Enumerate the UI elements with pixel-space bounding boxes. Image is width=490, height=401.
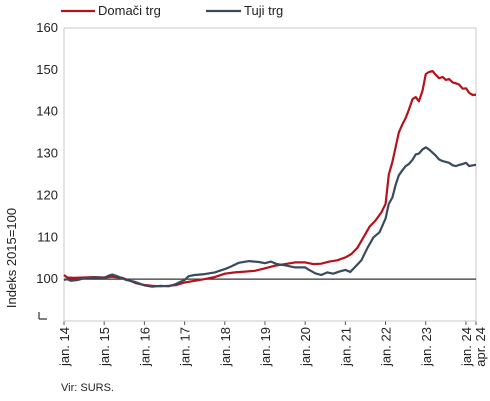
x-tick-label: jan. 15 (97, 327, 112, 367)
y-tick-label: 150 (36, 62, 58, 77)
plot-frame (63, 27, 477, 322)
plot-area (63, 27, 477, 322)
legend-label-domaci-trg: Domači trg (98, 3, 161, 18)
x-tick-label: jan. 22 (379, 327, 394, 367)
x-tick-label: apr. 24 (473, 327, 488, 367)
x-tick-label: jan. 18 (218, 327, 233, 367)
x-tick-label: jan. 24 (459, 327, 474, 367)
series-line-domaci-trg (63, 70, 477, 288)
x-tick-label: jan. 20 (298, 327, 313, 367)
y-tick-label: 100 (36, 271, 58, 286)
legend: Domači trg Tuji trg (61, 3, 283, 18)
y-axis: 100 110 120 130 140 150 160 (36, 20, 58, 320)
x-tick-label: jan. 21 (338, 327, 353, 367)
y-tick-label: 160 (36, 20, 58, 35)
y-tick-label: 120 (36, 187, 58, 202)
axis-break-mark (38, 312, 47, 320)
x-tick-label: jan. 16 (137, 327, 152, 367)
series-line-tuji-trg (63, 146, 477, 288)
x-tick-label: jan. 14 (57, 327, 72, 367)
y-axis-label: Indeks 2015=100 (4, 208, 19, 308)
y-tick-label: 110 (37, 229, 58, 244)
y-tick-label: 130 (36, 146, 58, 161)
y-tick-label: 140 (36, 104, 58, 119)
legend-label-tuji-trg: Tuji trg (244, 3, 283, 18)
x-tick-label: jan. 23 (419, 327, 434, 367)
x-tick-label: jan. 19 (258, 327, 273, 367)
x-axis: jan. 14 jan. 15 jan. 16 jan. 17 jan. 18 jan. … (57, 321, 488, 367)
x-tick-label: jan. 17 (178, 327, 193, 367)
source-note: Vir: SURS. (61, 382, 114, 394)
